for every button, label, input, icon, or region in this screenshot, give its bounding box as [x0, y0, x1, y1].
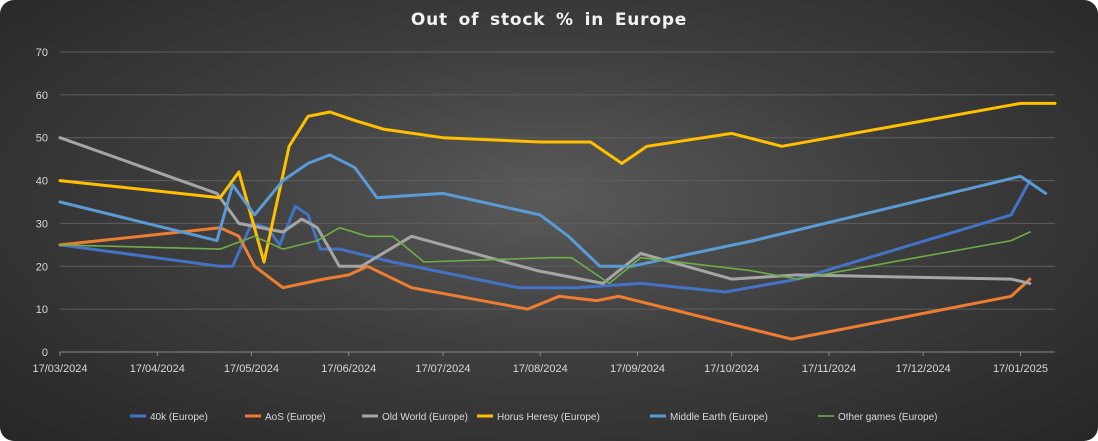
- x-tick-label: 17/07/2024: [415, 363, 470, 375]
- x-tick-label: 17/10/2024: [704, 363, 759, 375]
- legend-label: Middle Earth (Europe): [670, 412, 768, 423]
- x-tick-label: 17/04/2024: [130, 363, 185, 375]
- x-tick-label: 17/12/2024: [896, 363, 951, 375]
- y-tick-label: 50: [36, 133, 48, 145]
- series-lines: [58, 101, 1057, 341]
- x-tick-label: 17/06/2024: [321, 363, 376, 375]
- y-tick-label: 70: [36, 47, 48, 59]
- series-line: [58, 136, 1032, 285]
- chart-title: Out of stock % in Europe: [410, 10, 688, 30]
- y-tick-label: 60: [36, 90, 48, 102]
- series-line: [58, 226, 1032, 341]
- x-tick-label: 17/05/2024: [224, 363, 279, 375]
- x-tick-label: 17/09/2024: [610, 363, 665, 375]
- y-tick-label: 40: [36, 176, 48, 188]
- x-tick-label: 17/11/2024: [802, 363, 856, 375]
- series-line: [58, 101, 1057, 264]
- x-tick-label: 17/08/2024: [513, 363, 568, 375]
- y-tick-label: 10: [36, 304, 48, 316]
- y-tick-label: 0: [42, 347, 48, 359]
- x-tick-label: 17/01/2025: [993, 363, 1048, 375]
- legend: 40k (Europe) AoS (Europe) Old World (Europ…: [130, 412, 938, 423]
- legend-label: Horus Heresy (Europe): [497, 412, 600, 423]
- y-tick-label: 30: [36, 218, 48, 230]
- legend-label: Other games (Europe): [838, 412, 938, 423]
- legend-label: AoS (Europe): [265, 412, 326, 423]
- y-tick-label: 20: [36, 261, 48, 273]
- gridlines: [60, 51, 1055, 353]
- legend-label: Old World (Europe): [382, 412, 468, 423]
- x-axis: 17/03/2024 17/04/2024 17/05/2024 17/06/2024…: [32, 352, 1048, 375]
- x-tick-label: 17/03/2024: [32, 363, 87, 375]
- legend-label: 40k (Europe): [150, 412, 208, 423]
- series-line: [59, 226, 1031, 285]
- series-line: [58, 153, 1048, 268]
- y-axis: 0 10 20 30 40 50 60 70: [36, 47, 48, 359]
